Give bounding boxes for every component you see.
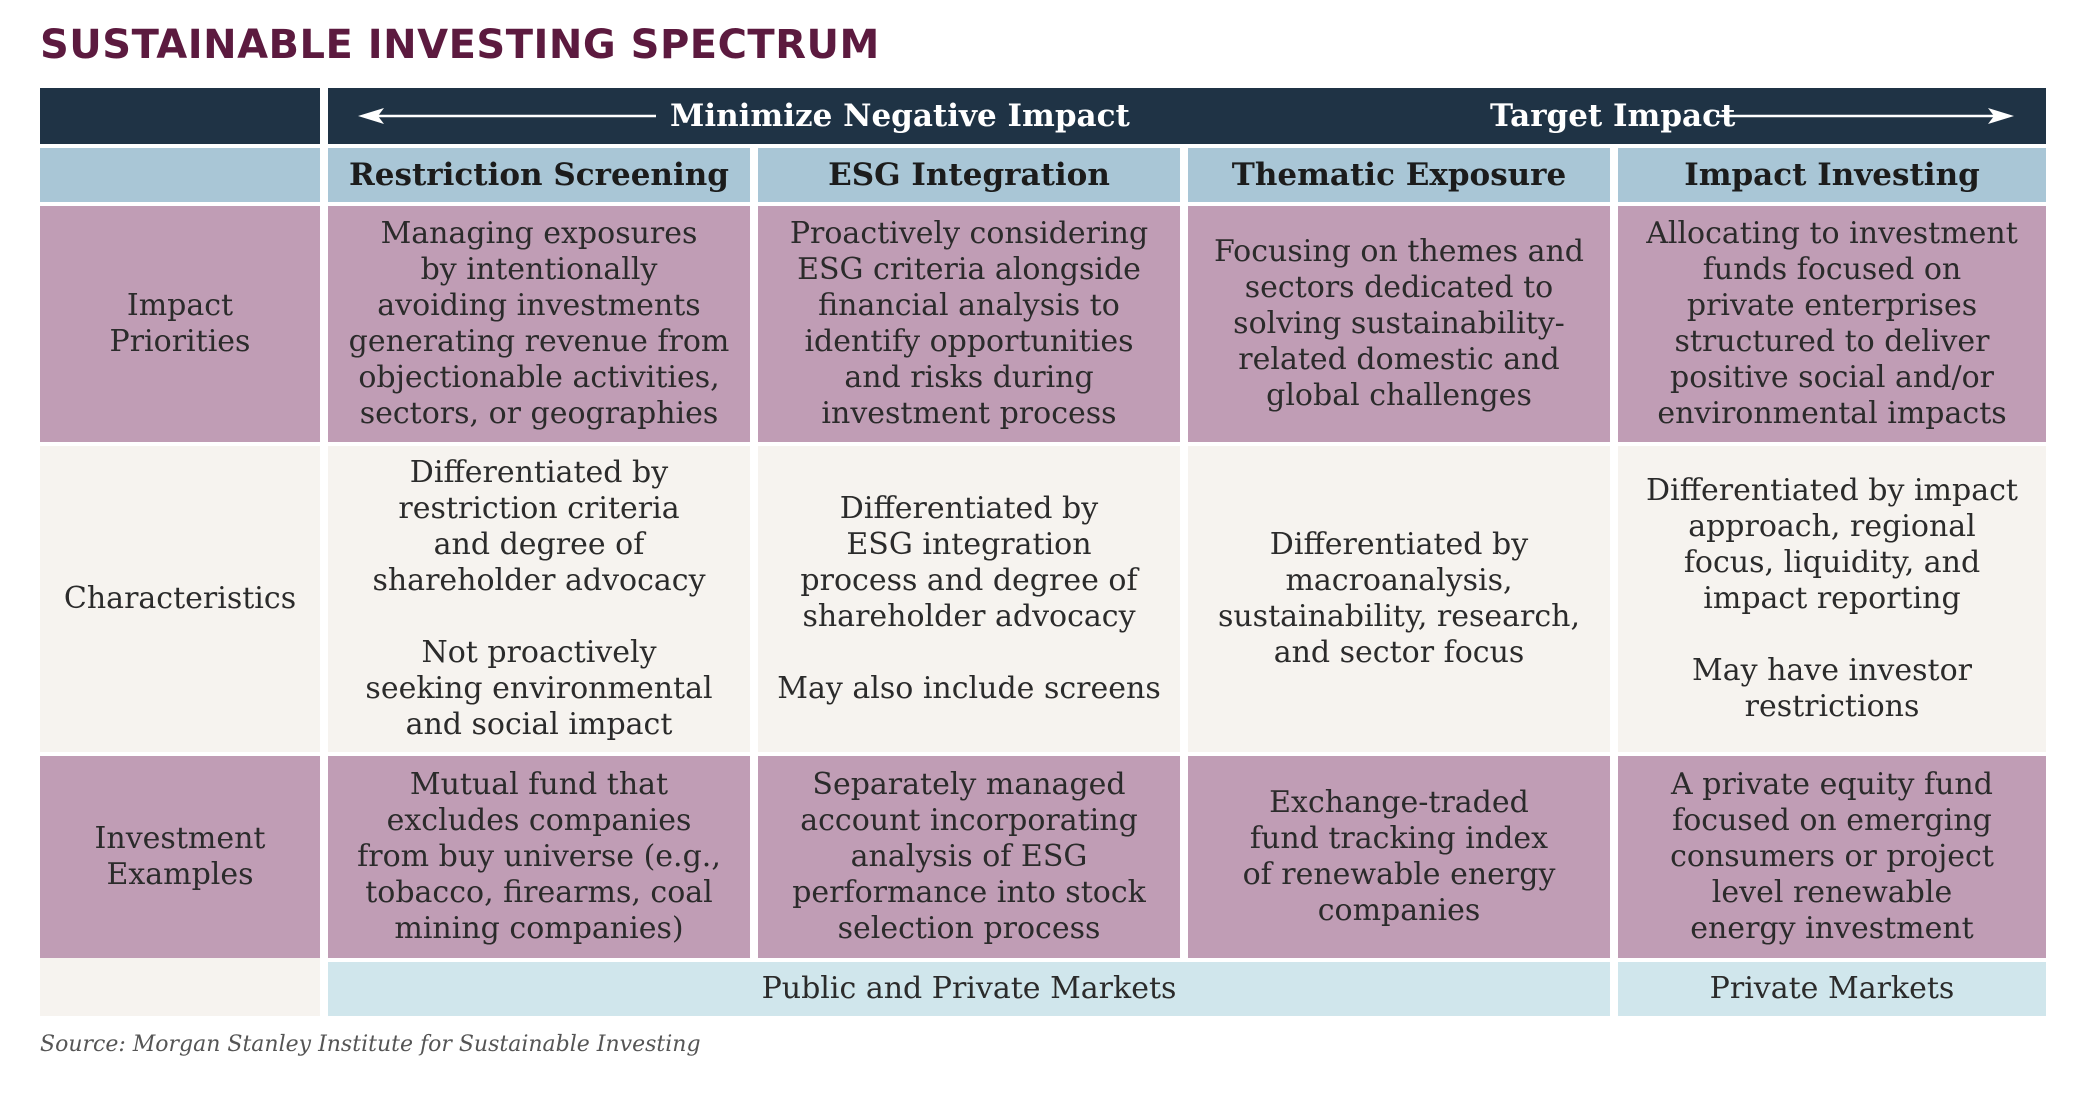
markets-corner-cell	[40, 958, 320, 1016]
column-header-thematic-exposure: Thematic Exposure	[1188, 148, 1610, 202]
header-corner-cell	[40, 148, 320, 202]
column-header-restriction-screening: Restriction Screening	[328, 148, 750, 202]
row-label-impact-priorities: Impact Priorities	[40, 206, 320, 442]
public-and-private-markets-band: Public and Private Markets	[328, 962, 1610, 1016]
arrow-right-icon	[1716, 108, 2014, 124]
investment-examples-impact-investing: A private equity fund focused on emergin…	[1618, 756, 2046, 958]
investment-examples-restriction-screening: Mutual fund that excludes companies from…	[328, 756, 750, 958]
source-note: Source: Morgan Stanley Institute for Sus…	[40, 1032, 701, 1057]
characteristics-esg-integration: Differentiated by ESG integration proces…	[758, 446, 1180, 752]
impact-priorities-restriction-screening: Managing exposures by intentionally avoi…	[328, 206, 750, 442]
target-impact-label: Target Impact	[1490, 98, 1736, 134]
characteristics-thematic-exposure: Differentiated by macroanalysis, sustain…	[1188, 446, 1610, 752]
investment-examples-thematic-exposure: Exchange-traded fund tracking index of r…	[1188, 756, 1610, 958]
minimize-negative-impact-label: Minimize Negative Impact	[670, 98, 1130, 134]
impact-priorities-thematic-exposure: Focusing on themes and sectors dedicated…	[1188, 206, 1610, 442]
row-label-characteristics: Characteristics	[40, 446, 320, 752]
impact-priorities-impact-investing: Allocating to investment funds focused o…	[1618, 206, 2046, 442]
row-label-investment-examples: Investment Examples	[40, 756, 320, 958]
characteristics-restriction-screening: Differentiated by restriction criteria a…	[328, 446, 750, 752]
arrow-left-icon	[358, 108, 656, 124]
impact-banner: Minimize Negative Impact Target Impact	[328, 88, 2046, 144]
corner-cell	[40, 88, 320, 144]
column-header-esg-integration: ESG Integration	[758, 148, 1180, 202]
private-markets-band: Private Markets	[1618, 962, 2046, 1016]
investment-examples-esg-integration: Separately managed account incorporating…	[758, 756, 1180, 958]
impact-priorities-esg-integration: Proactively considering ESG criteria alo…	[758, 206, 1180, 442]
page-title: SUSTAINABLE INVESTING SPECTRUM	[40, 22, 880, 68]
characteristics-impact-investing: Differentiated by impact approach, regio…	[1618, 446, 2046, 752]
column-header-impact-investing: Impact Investing	[1618, 148, 2046, 202]
